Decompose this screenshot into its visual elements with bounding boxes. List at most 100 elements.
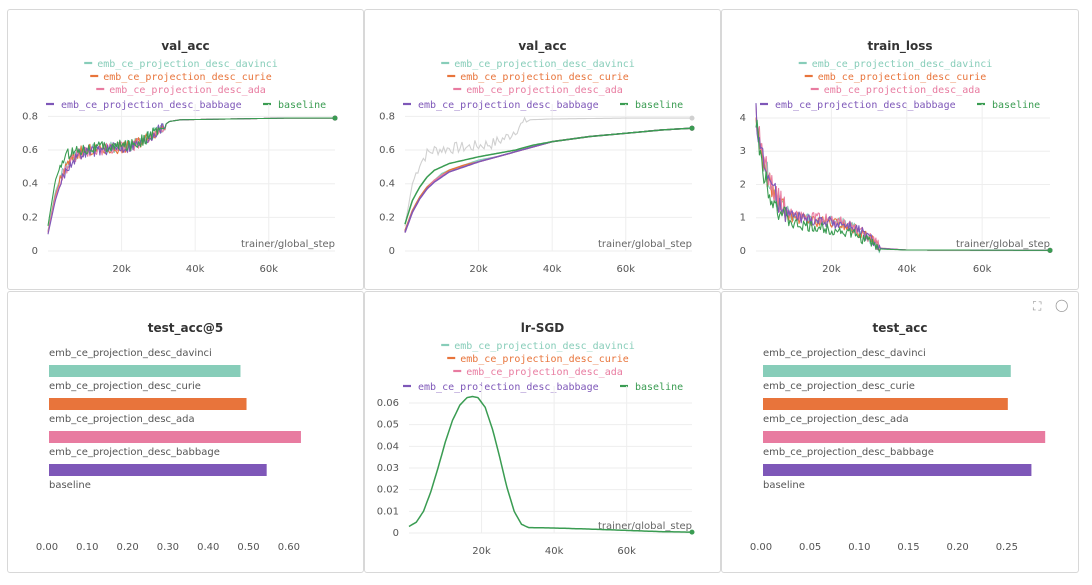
y-tick-label: 1 <box>740 213 746 224</box>
chart-title: test_acc@5 <box>148 321 223 336</box>
y-tick-label: 0.03 <box>377 463 399 474</box>
chart-train-loss: train_loss emb_ce_projection_desc_davinci… <box>740 39 1053 275</box>
series-line-emb-ce-projection-desc-ada <box>755 105 1050 252</box>
y-tick-label: 0.01 <box>377 506 399 517</box>
y-tick-label: 0.4 <box>22 179 38 190</box>
bar-emb-ce-projection-desc-ada[interactable] <box>763 431 1046 443</box>
bar-emb-ce-projection-desc-davinci[interactable] <box>763 365 1011 377</box>
legend-label-emb-ce-projection-desc-davinci: emb_ce_projection_desc_davinci <box>454 341 635 352</box>
x-tick-label: 40k <box>186 264 205 275</box>
y-tick-label: 0.8 <box>379 111 395 122</box>
legend-label-emb-ce-projection-desc-ada: emb_ce_projection_desc_ada <box>466 85 623 96</box>
bar-emb-ce-projection-desc-babbage[interactable] <box>49 464 267 476</box>
bar-emb-ce-projection-desc-curie[interactable] <box>49 398 247 410</box>
chart-title: test_acc <box>872 321 927 336</box>
x-tick-label: 20k <box>822 264 841 275</box>
y-tick-label: 0.2 <box>22 212 38 223</box>
x-tick-label: 40k <box>543 264 562 275</box>
series-line-emb-ce-projection-desc-curie <box>404 127 693 232</box>
legend-label-emb-ce-projection-desc-curie: emb_ce_projection_desc_curie <box>460 72 629 83</box>
legend-label-emb-ce-projection-desc-babbage: emb_ce_projection_desc_babbage <box>775 100 956 111</box>
chart-test-acc-at-5: test_acc@5 0.00 0.10 0.20 0.30 0.40 0.50 0.60 em… <box>36 321 301 553</box>
x-tick-label: 20k <box>112 264 131 275</box>
series-line-emb-ce-projection-desc-davinci <box>755 119 1050 254</box>
x-tick-label: 0.50 <box>237 542 259 553</box>
series-line-emb-ce-projection-desc-ada <box>47 117 335 233</box>
legend-label-emb-ce-projection-desc-babbage: emb_ce_projection_desc_babbage <box>418 382 599 393</box>
legend-label-emb-ce-projection-desc-babbage: emb_ce_projection_desc_babbage <box>61 100 242 111</box>
legend-label-baseline: baseline <box>278 100 326 111</box>
series-line-baseline <box>47 117 335 226</box>
x-tick-label: 60k <box>617 264 636 275</box>
bar-emb-ce-projection-desc-babbage[interactable] <box>763 464 1032 476</box>
panel-test-acc-at-5: test_acc@5 0.00 0.10 0.20 0.30 0.40 0.50 0.60 em… <box>7 291 364 573</box>
x-tick-label: 0.15 <box>897 542 919 553</box>
series-line-emb-ce-projection-desc-davinci <box>47 117 335 231</box>
x-tick-label: 0.10 <box>76 542 98 553</box>
x-tick-label: 0.05 <box>799 542 821 553</box>
legend-label-emb-ce-projection-desc-curie: emb_ce_projection_desc_curie <box>818 72 987 83</box>
legend-label-emb-ce-projection-desc-davinci: emb_ce_projection_desc_davinci <box>812 59 993 70</box>
series-line-emb-ce-projection-desc-curie <box>47 117 335 233</box>
y-tick-label: 0.04 <box>377 441 399 452</box>
series-line-emb-ce-projection-desc-curie <box>755 117 1050 251</box>
bar-label-emb-ce-projection-desc-curie: emb_ce_projection_desc_curie <box>763 381 915 392</box>
y-tick-label: 0.4 <box>379 179 395 190</box>
chart-title: val_acc <box>518 39 566 54</box>
bar-label-emb-ce-projection-desc-davinci: emb_ce_projection_desc_davinci <box>49 348 212 359</box>
legend-label-emb-ce-projection-desc-davinci: emb_ce_projection_desc_davinci <box>97 59 278 70</box>
x-tick-label: 0.10 <box>848 542 870 553</box>
y-tick-label: 0.6 <box>22 145 38 156</box>
bar-label-emb-ce-projection-desc-ada: emb_ce_projection_desc_ada <box>763 414 909 425</box>
y-tick-label: 0.02 <box>377 485 399 496</box>
y-tick-label: 2 <box>740 179 746 190</box>
series-line-emb-ce-projection-desc-davinci <box>404 127 693 232</box>
series-line-emb-ce-projection-desc-babbage <box>47 117 335 235</box>
legend-label-emb-ce-projection-desc-babbage: emb_ce_projection_desc_babbage <box>418 100 599 111</box>
bar-emb-ce-projection-desc-ada[interactable] <box>49 431 301 443</box>
bar-label-emb-ce-projection-desc-babbage: emb_ce_projection_desc_babbage <box>49 447 220 458</box>
comment-icon[interactable]: ◯ <box>1055 298 1069 312</box>
bar-label-baseline: baseline <box>49 480 91 491</box>
x-axis-label: trainer/global_step <box>598 521 692 532</box>
bar-label-emb-ce-projection-desc-davinci: emb_ce_projection_desc_davinci <box>763 348 926 359</box>
series-line-baseline <box>408 395 692 533</box>
x-tick-label: 60k <box>973 264 992 275</box>
series-end-marker-baseline <box>1047 247 1053 253</box>
legend-label-emb-ce-projection-desc-ada: emb_ce_projection_desc_ada <box>824 85 981 96</box>
series-line-emb-ce-projection-desc-babbage <box>755 103 1050 251</box>
x-tick-label: 60k <box>260 264 279 275</box>
y-tick-label: 0 <box>32 246 38 257</box>
x-tick-label: 0.20 <box>947 542 969 553</box>
x-axis-label: trainer/global_step <box>241 239 335 250</box>
series-line-baseline <box>404 127 693 225</box>
legend-label-emb-ce-projection-desc-davinci: emb_ce_projection_desc_davinci <box>454 59 635 70</box>
y-tick-label: 4 <box>740 113 746 124</box>
panel-val-acc-1: val_acc emb_ce_projection_desc_davinci emb… <box>7 9 364 290</box>
y-tick-label: 0.05 <box>377 420 399 431</box>
x-tick-label: 0.00 <box>36 542 58 553</box>
y-tick-label: 0.6 <box>379 145 395 156</box>
x-tick-label: 0.20 <box>116 542 138 553</box>
y-tick-label: 0.2 <box>379 212 395 223</box>
x-tick-label: 0.00 <box>750 542 772 553</box>
bar-emb-ce-projection-desc-davinci[interactable] <box>49 365 241 377</box>
series-line-ghost <box>404 116 692 226</box>
x-tick-label: 40k <box>545 546 564 557</box>
panel-train-loss: train_loss emb_ce_projection_desc_davinci… <box>721 9 1079 290</box>
y-tick-label: 0 <box>740 246 746 257</box>
chart-test-acc: test_acc 0.00 0.05 0.10 0.15 0.20 0.25 emb_ce_p… <box>750 321 1046 553</box>
x-axis-label: trainer/global_step <box>956 239 1050 250</box>
expand-icon[interactable]: ⛶ <box>1033 299 1042 313</box>
chart-val-acc-2: val_acc emb_ce_projection_desc_davinciemb… <box>379 39 695 275</box>
y-tick-label: 0 <box>389 246 395 257</box>
legend-label-baseline: baseline <box>992 100 1040 111</box>
bar-emb-ce-projection-desc-curie[interactable] <box>763 398 1008 410</box>
chart-lr-sgd: lr-SGD emb_ce_projection_desc_davinci emb_… <box>377 321 695 557</box>
bar-label-emb-ce-projection-desc-ada: emb_ce_projection_desc_ada <box>49 414 195 425</box>
x-tick-label: 20k <box>469 264 488 275</box>
series-end-marker-ghost <box>689 115 695 121</box>
legend-label-baseline: baseline <box>635 100 683 111</box>
bar-label-emb-ce-projection-desc-curie: emb_ce_projection_desc_curie <box>49 381 201 392</box>
